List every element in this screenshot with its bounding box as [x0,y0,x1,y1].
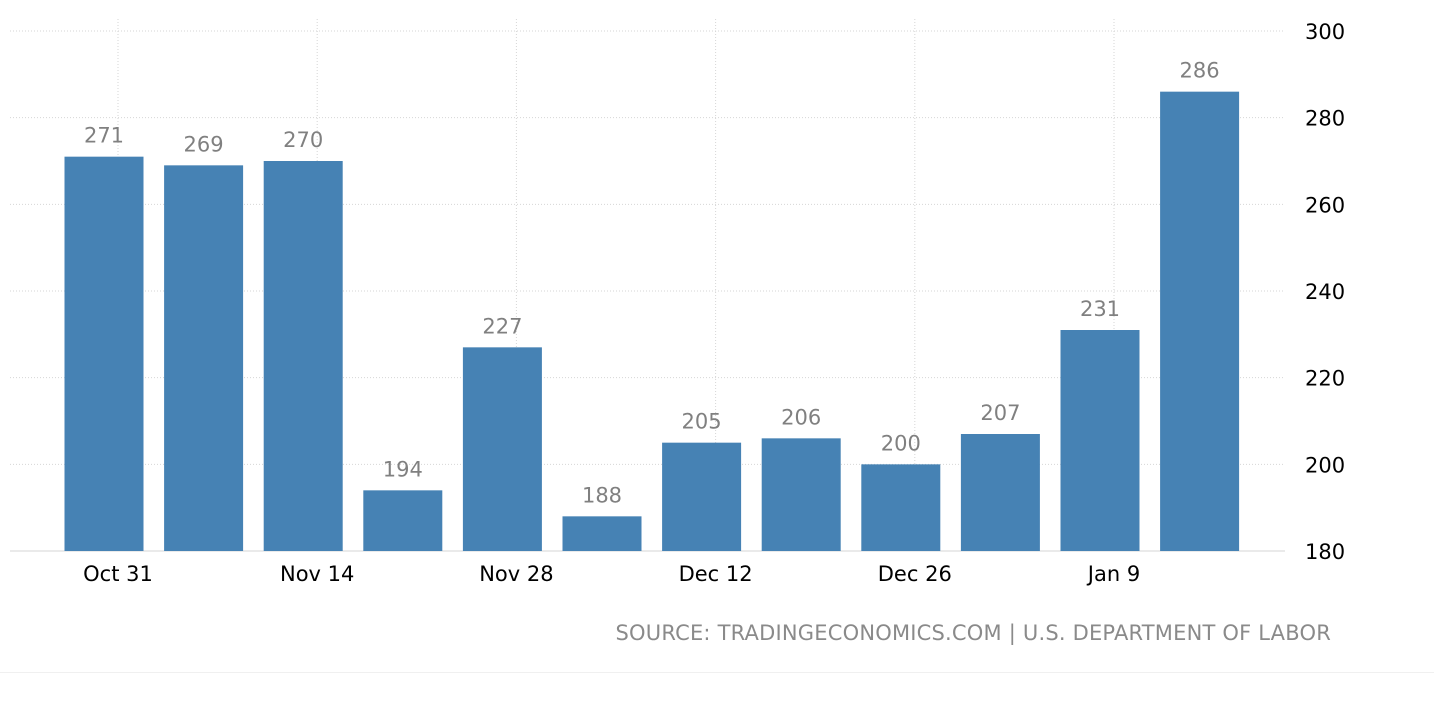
y-tick-label: 300 [1305,20,1345,44]
y-tick-label: 260 [1305,193,1345,217]
x-tick-label: Dec 26 [878,562,952,586]
bar-value-label: 194 [383,457,423,481]
y-tick-label: 240 [1305,280,1345,304]
y-tick-label: 200 [1305,453,1345,477]
bar-value-label: 271 [84,124,124,148]
y-tick-label: 220 [1305,367,1345,391]
bar-dec-5 [562,516,642,551]
bar-jan-2 [960,434,1040,551]
x-tick-label: Oct 31 [83,562,153,586]
bar-jan-9 [1060,330,1140,551]
bar-nov-21 [363,490,443,551]
bottom-divider [0,672,1434,673]
bar-value-label: 270 [283,128,323,152]
x-tick-label: Jan 9 [1086,562,1140,586]
bar-jan-16 [1160,91,1240,552]
bar-dec-12 [662,442,742,551]
y-tick-label: 180 [1305,540,1345,564]
bar-dec-26 [861,464,941,551]
source-text: SOURCE: TRADINGECONOMICS.COM | U.S. DEPA… [615,621,1331,645]
bar-dec-19 [761,438,841,551]
bar-chart: 180 200 220 240 260 280 300 271 269 270 194 227 188 2… [10,19,1345,586]
bar-value-label: 227 [482,314,522,338]
bar-value-label: 205 [682,410,722,434]
bar-value-label: 286 [1180,59,1220,83]
x-tick-label: Nov 28 [479,562,553,586]
bar-value-label: 188 [582,483,622,507]
bar-nov-14 [263,161,343,551]
bar-nov-7 [164,165,244,552]
x-tick-label: Dec 12 [679,562,753,586]
bar-nov-28 [462,347,542,551]
x-tick-label: Nov 14 [280,562,354,586]
y-tick-label: 280 [1305,107,1345,131]
bar-value-label: 231 [1080,297,1120,321]
bar-value-label: 269 [184,132,224,156]
bar-value-label: 207 [980,401,1020,425]
bar-value-label: 200 [881,431,921,455]
bar-oct-31 [64,156,144,551]
bar-value-label: 206 [781,405,821,429]
